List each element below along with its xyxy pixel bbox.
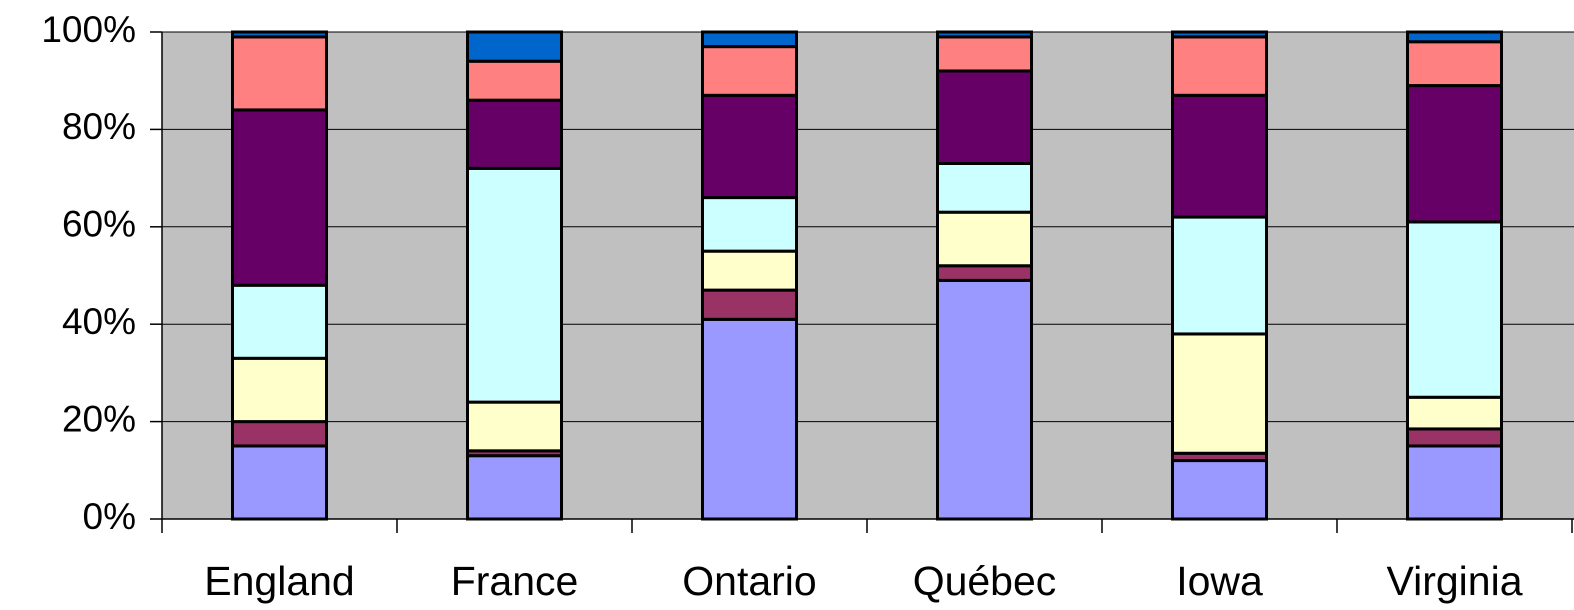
x-tick-label: France [451, 558, 579, 604]
y-tick-label: 0% [83, 496, 136, 537]
bar-segment [1171, 459, 1268, 521]
bar-segment [936, 264, 1033, 282]
bar-segment [1171, 215, 1268, 336]
bar-segment [1406, 30, 1503, 44]
bar-segment [701, 45, 798, 97]
bar-segment [936, 210, 1033, 268]
bar-segment [936, 30, 1033, 39]
bar-segment [1171, 93, 1268, 219]
y-tick-label: 60% [62, 204, 136, 245]
bar-segment [936, 161, 1033, 214]
y-tick-label: 80% [62, 106, 136, 147]
bar-segment [1171, 30, 1268, 39]
bar-segment [231, 30, 328, 39]
bar-segment [231, 283, 328, 360]
y-tick-label: 100% [41, 9, 136, 50]
bar-segment [466, 59, 563, 102]
bar-segment [936, 278, 1033, 521]
bar-segment [701, 93, 798, 200]
bar-segment [231, 444, 328, 521]
bar-segment [936, 69, 1033, 165]
bar-segment [1406, 220, 1503, 399]
bar-segment [1406, 84, 1503, 224]
x-tick-label: Ontario [682, 558, 816, 604]
bar-segment [1406, 427, 1503, 448]
bar-segment [1406, 395, 1503, 431]
x-tick-label: Québec [913, 558, 1057, 604]
bar-segment [466, 166, 563, 404]
bar-segment [1406, 40, 1503, 88]
x-tick-label: Iowa [1176, 558, 1263, 604]
bar-segment [1406, 444, 1503, 521]
x-tick-label: Virginia [1387, 558, 1523, 604]
bar-segment [701, 30, 798, 49]
bar-segment [466, 400, 563, 453]
x-tick-label: England [204, 558, 354, 604]
y-tick-label: 40% [62, 301, 136, 342]
bar-segment [1171, 332, 1268, 455]
bar-segment [701, 317, 798, 521]
bar-segment [701, 196, 798, 253]
y-tick-label: 20% [62, 398, 136, 439]
bar-segment [231, 108, 328, 287]
bar-segment [701, 288, 798, 321]
bar-segment [231, 356, 328, 424]
bar-segment [466, 454, 563, 521]
bar-segment [701, 249, 798, 292]
bar-segment [231, 420, 328, 448]
bar-segment [231, 35, 328, 112]
bar-segment [466, 30, 563, 63]
bar-segment [936, 35, 1033, 73]
bar-segment [1171, 35, 1268, 97]
plot-area [162, 32, 1574, 519]
bar-segment [466, 98, 563, 170]
